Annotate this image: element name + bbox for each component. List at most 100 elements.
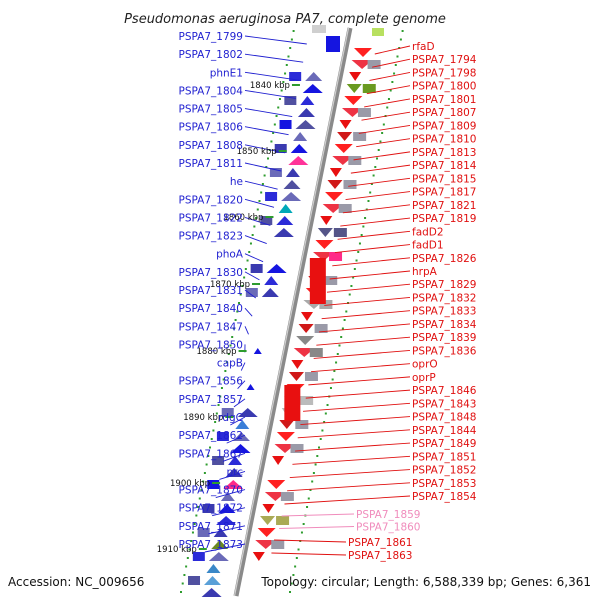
tick-dot	[205, 463, 208, 466]
gene-label: PSPA7_1853	[412, 478, 477, 490]
gene-block	[202, 504, 215, 513]
tick-dot	[255, 217, 258, 219]
tick-dot	[358, 242, 361, 245]
tick-dot	[290, 38, 293, 41]
gene-label: PSPA7_1834	[412, 319, 477, 331]
tick-dot	[331, 378, 334, 381]
gene-reverse	[313, 252, 335, 261]
tick-dot	[278, 98, 281, 100]
gene-reverse	[317, 228, 333, 237]
tick-dot	[246, 259, 249, 262]
tick-dot	[256, 208, 259, 211]
tick-dot	[336, 353, 339, 355]
gene-reverse	[315, 240, 334, 249]
label-leader	[281, 513, 355, 517]
tick-dot	[217, 404, 220, 406]
gene-label: PSPA7_1802	[179, 49, 244, 61]
gene-forward	[276, 216, 294, 225]
gene-forward	[261, 288, 279, 297]
tick-dot	[318, 446, 321, 449]
gene-label: PSPA7_1848	[412, 412, 477, 424]
tick-dot	[292, 30, 295, 32]
label-leader	[244, 216, 271, 226]
gene-block	[250, 264, 263, 273]
tick-dot	[326, 404, 329, 406]
gene-label: PSPA7_1798	[412, 67, 477, 79]
gene-forward	[293, 132, 308, 141]
tick-dot	[195, 514, 198, 517]
gene-forward	[225, 468, 243, 477]
tick-dot	[364, 217, 367, 219]
gene-label: PSPA7_1862	[179, 430, 244, 442]
gene-label: PSPA7_1809	[412, 120, 477, 132]
tick-dot	[180, 591, 183, 593]
gene-block	[192, 552, 205, 561]
gene-block	[284, 96, 297, 105]
tick-dot	[183, 574, 186, 576]
tick-dot	[306, 506, 309, 508]
gene-reverse	[334, 144, 353, 153]
tick-dot	[219, 395, 222, 398]
label-leader	[230, 416, 246, 426]
tick-dot	[324, 412, 327, 415]
gene-label: PSPA7_1820	[179, 194, 244, 206]
tick-dot	[222, 378, 225, 381]
gene-block	[372, 28, 384, 36]
label-leader	[274, 539, 347, 543]
gene-forward	[285, 168, 300, 177]
label-leader	[244, 89, 296, 99]
tick-dot	[234, 319, 237, 321]
tick-dot	[309, 489, 312, 491]
gene-block	[269, 168, 282, 177]
label-leader	[222, 452, 246, 462]
tick-dot	[316, 455, 319, 457]
tick-dot	[260, 191, 263, 194]
gene-label: PSPA7_1807	[412, 107, 477, 119]
gene-labels: PSPA7_1799 PSPA7_1802 phnE1 PSPA7_1804 PSPA7…	[179, 31, 477, 562]
gene-forward	[213, 528, 228, 537]
genome-backbone	[233, 27, 353, 597]
label-leader	[237, 380, 246, 390]
gene-reverse	[325, 192, 344, 201]
gene-label: phoA	[216, 249, 244, 261]
tick-dot	[272, 132, 275, 134]
gene-label: PSPA7_1823	[179, 231, 244, 243]
label-leader	[340, 217, 411, 227]
label-leader	[212, 507, 246, 517]
label-leader	[219, 470, 246, 480]
label-leader	[374, 45, 411, 55]
tick-dot	[198, 497, 201, 500]
gene-label: PSPA7_1854	[412, 491, 477, 503]
label-leader	[244, 235, 267, 244]
tick-dot	[186, 557, 189, 559]
gene-reverse	[337, 132, 353, 141]
tick-dot	[401, 30, 404, 32]
gene-forward	[235, 420, 250, 429]
tick-dot	[370, 183, 373, 185]
gene-label: PSPA7_1806	[179, 122, 244, 134]
tick-dot	[399, 38, 402, 41]
gene-reverse	[257, 528, 276, 537]
gene-forward	[201, 588, 222, 597]
tick-dot	[220, 387, 223, 389]
gene-forward	[278, 204, 293, 213]
tick-dot	[386, 106, 389, 109]
tick-dot	[381, 132, 384, 134]
label-leader	[350, 164, 411, 174]
tick-dot	[190, 540, 193, 542]
gene-block	[221, 408, 234, 417]
gene-forward	[297, 108, 315, 117]
tick-dot	[367, 200, 370, 202]
tick-dot	[287, 55, 290, 58]
gene-forward	[266, 264, 287, 273]
kbp-label: 1890 kbp	[183, 413, 223, 423]
tick-dot	[241, 285, 244, 287]
label-leader	[244, 289, 257, 299]
gene-reverse	[267, 480, 286, 489]
label-leader	[297, 429, 411, 439]
label-leader	[303, 402, 411, 412]
label-leader	[226, 434, 246, 444]
kbp-label: 1900 kbp	[170, 479, 210, 489]
label-leader	[305, 389, 411, 399]
label-leader-lines	[204, 35, 411, 556]
